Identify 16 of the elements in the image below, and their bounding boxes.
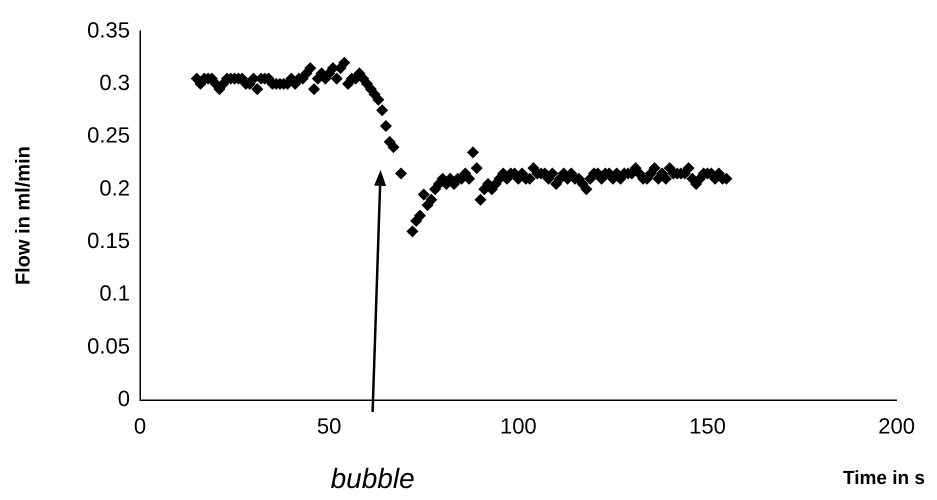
text: bubble bbox=[330, 463, 415, 494]
y-tick-label: 0 bbox=[118, 386, 130, 412]
x-tick-label: 0 bbox=[134, 413, 146, 438]
y-tick-label: 0.35 bbox=[87, 17, 130, 42]
y-tick-label: 0.3 bbox=[99, 70, 130, 95]
x-tick-label: 50 bbox=[316, 413, 342, 438]
x-tick-label: 100 bbox=[500, 413, 537, 438]
y-tick-label: 0.1 bbox=[99, 280, 130, 306]
y-tick-label: 0.2 bbox=[99, 175, 130, 200]
x-tick-label: 200 bbox=[878, 413, 916, 438]
x-tick-label: 150 bbox=[689, 413, 726, 438]
x-axis-title: Time in s bbox=[842, 468, 925, 489]
y-tick-label: 0.25 bbox=[87, 122, 130, 148]
y-tick-label: 0.15 bbox=[87, 228, 130, 254]
y-tick-label: 0.05 bbox=[87, 333, 130, 358]
y-axis-title: Flow in ml/min bbox=[12, 146, 35, 286]
